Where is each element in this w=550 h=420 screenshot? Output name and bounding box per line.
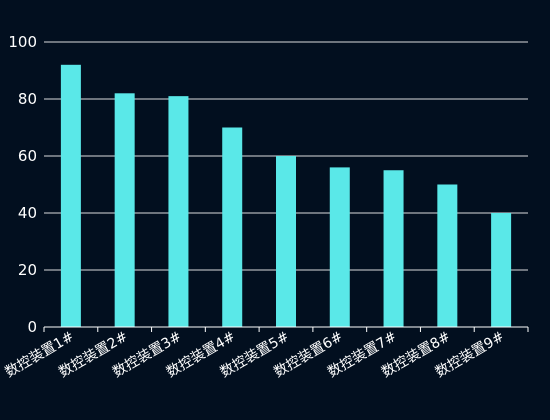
bar	[60, 64, 81, 328]
bar	[222, 127, 243, 327]
bar	[329, 167, 350, 327]
bar	[276, 156, 296, 327]
bar	[168, 96, 189, 328]
y-tick-label: 80	[18, 90, 37, 108]
y-tick-label: 20	[18, 261, 37, 279]
y-tick-label: 100	[8, 33, 37, 51]
bar	[114, 93, 135, 327]
bar	[491, 213, 512, 327]
bars	[60, 64, 512, 328]
x-tick-labels: 数控装置1#数控装置2#数控装置3#数控装置4#数控装置5#数控装置6#数控装置…	[3, 329, 508, 381]
bar	[437, 184, 458, 327]
y-tick-labels: 0 20 40 60 80 100	[8, 33, 37, 336]
y-tick-label: 40	[18, 204, 37, 222]
bar	[383, 170, 404, 327]
y-tick-label: 60	[18, 147, 37, 165]
x-axis	[43, 326, 529, 332]
y-tick-label: 0	[27, 318, 37, 336]
